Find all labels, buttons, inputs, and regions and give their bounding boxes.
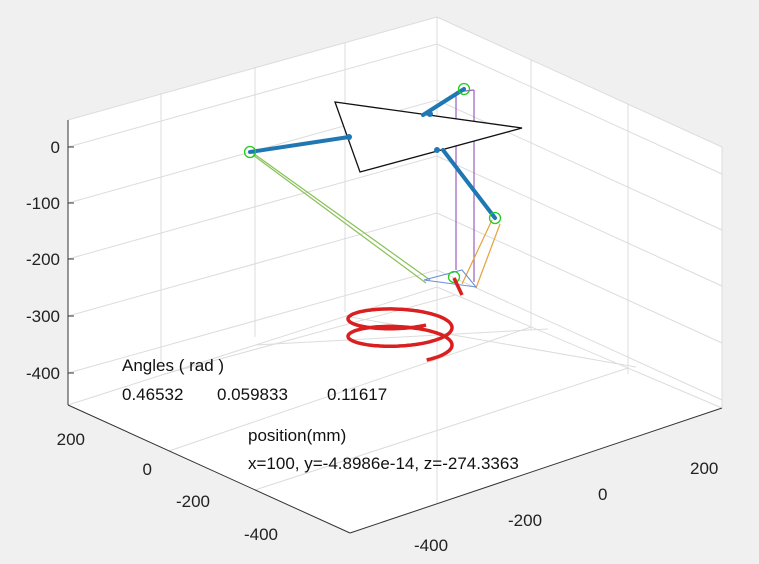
z-tick-label: -200 <box>26 250 60 269</box>
angle-value-1: 0.46532 <box>122 385 183 404</box>
joint-circle <box>243 145 257 159</box>
z-gridline <box>67 43 723 175</box>
blue-arm-1 <box>248 135 351 154</box>
green-link-b <box>252 154 427 284</box>
floor-back-right-edge <box>436 286 723 409</box>
axes-grid <box>67 16 723 534</box>
x-tick-label: 0 <box>143 460 152 479</box>
z-tick-label: -300 <box>26 307 60 326</box>
arm-joint-marker <box>434 147 440 153</box>
y-axis-line <box>349 407 723 534</box>
axes-ticks: 0 -100 -200 -300 -400 200 0 -200 -400 200 0 -200 -40… <box>26 138 718 555</box>
orange-link-a <box>461 219 493 285</box>
floor-gridline <box>344 315 637 368</box>
green-link-a <box>249 150 431 281</box>
z-tick-label: -400 <box>26 364 60 383</box>
joint-circle <box>488 211 502 225</box>
z-gridline <box>67 99 723 231</box>
y-tick-label: -200 <box>508 511 542 530</box>
axes-background <box>68 17 722 533</box>
y-tick-label: 0 <box>598 485 607 504</box>
arm-joint-marker <box>346 134 352 140</box>
helix-trajectory <box>346 307 454 362</box>
z-tick-label: 0 <box>51 138 60 157</box>
z-tick-label: -100 <box>26 194 60 213</box>
end-effector-triangle <box>423 269 478 288</box>
z-gridline <box>67 155 723 287</box>
blue-arm-2 <box>421 87 466 117</box>
joint-circle <box>447 270 461 284</box>
floor-gridline <box>168 326 532 452</box>
plot-content <box>243 82 523 362</box>
blue-arm-3 <box>441 148 497 220</box>
floor-back-left-edge <box>67 286 438 406</box>
orange-link-b <box>475 223 501 289</box>
x-tick-label: 200 <box>57 430 85 449</box>
x-tick-label: -400 <box>244 525 278 544</box>
z-gridline <box>67 269 723 401</box>
position-title: position(mm) <box>248 426 346 445</box>
position-value: x=100, y=-4.8986e-14, z=-274.3363 <box>248 454 519 473</box>
floor-gridline <box>254 328 549 346</box>
y-tick-label: -400 <box>414 536 448 555</box>
x-axis-line <box>67 404 351 534</box>
angle-value-3: 0.11617 <box>327 385 387 404</box>
helix-lead-in <box>452 277 464 296</box>
y-tick-label: 200 <box>690 459 718 478</box>
joint-circle <box>457 82 471 96</box>
angle-value-2: 0.059833 <box>217 385 288 404</box>
floor-gridline <box>254 367 629 491</box>
arm-joint-marker <box>427 111 433 117</box>
angles-title: Angles ( rad ) <box>122 356 224 375</box>
x-tick-label: -200 <box>176 492 210 511</box>
z-gridline <box>67 212 723 344</box>
